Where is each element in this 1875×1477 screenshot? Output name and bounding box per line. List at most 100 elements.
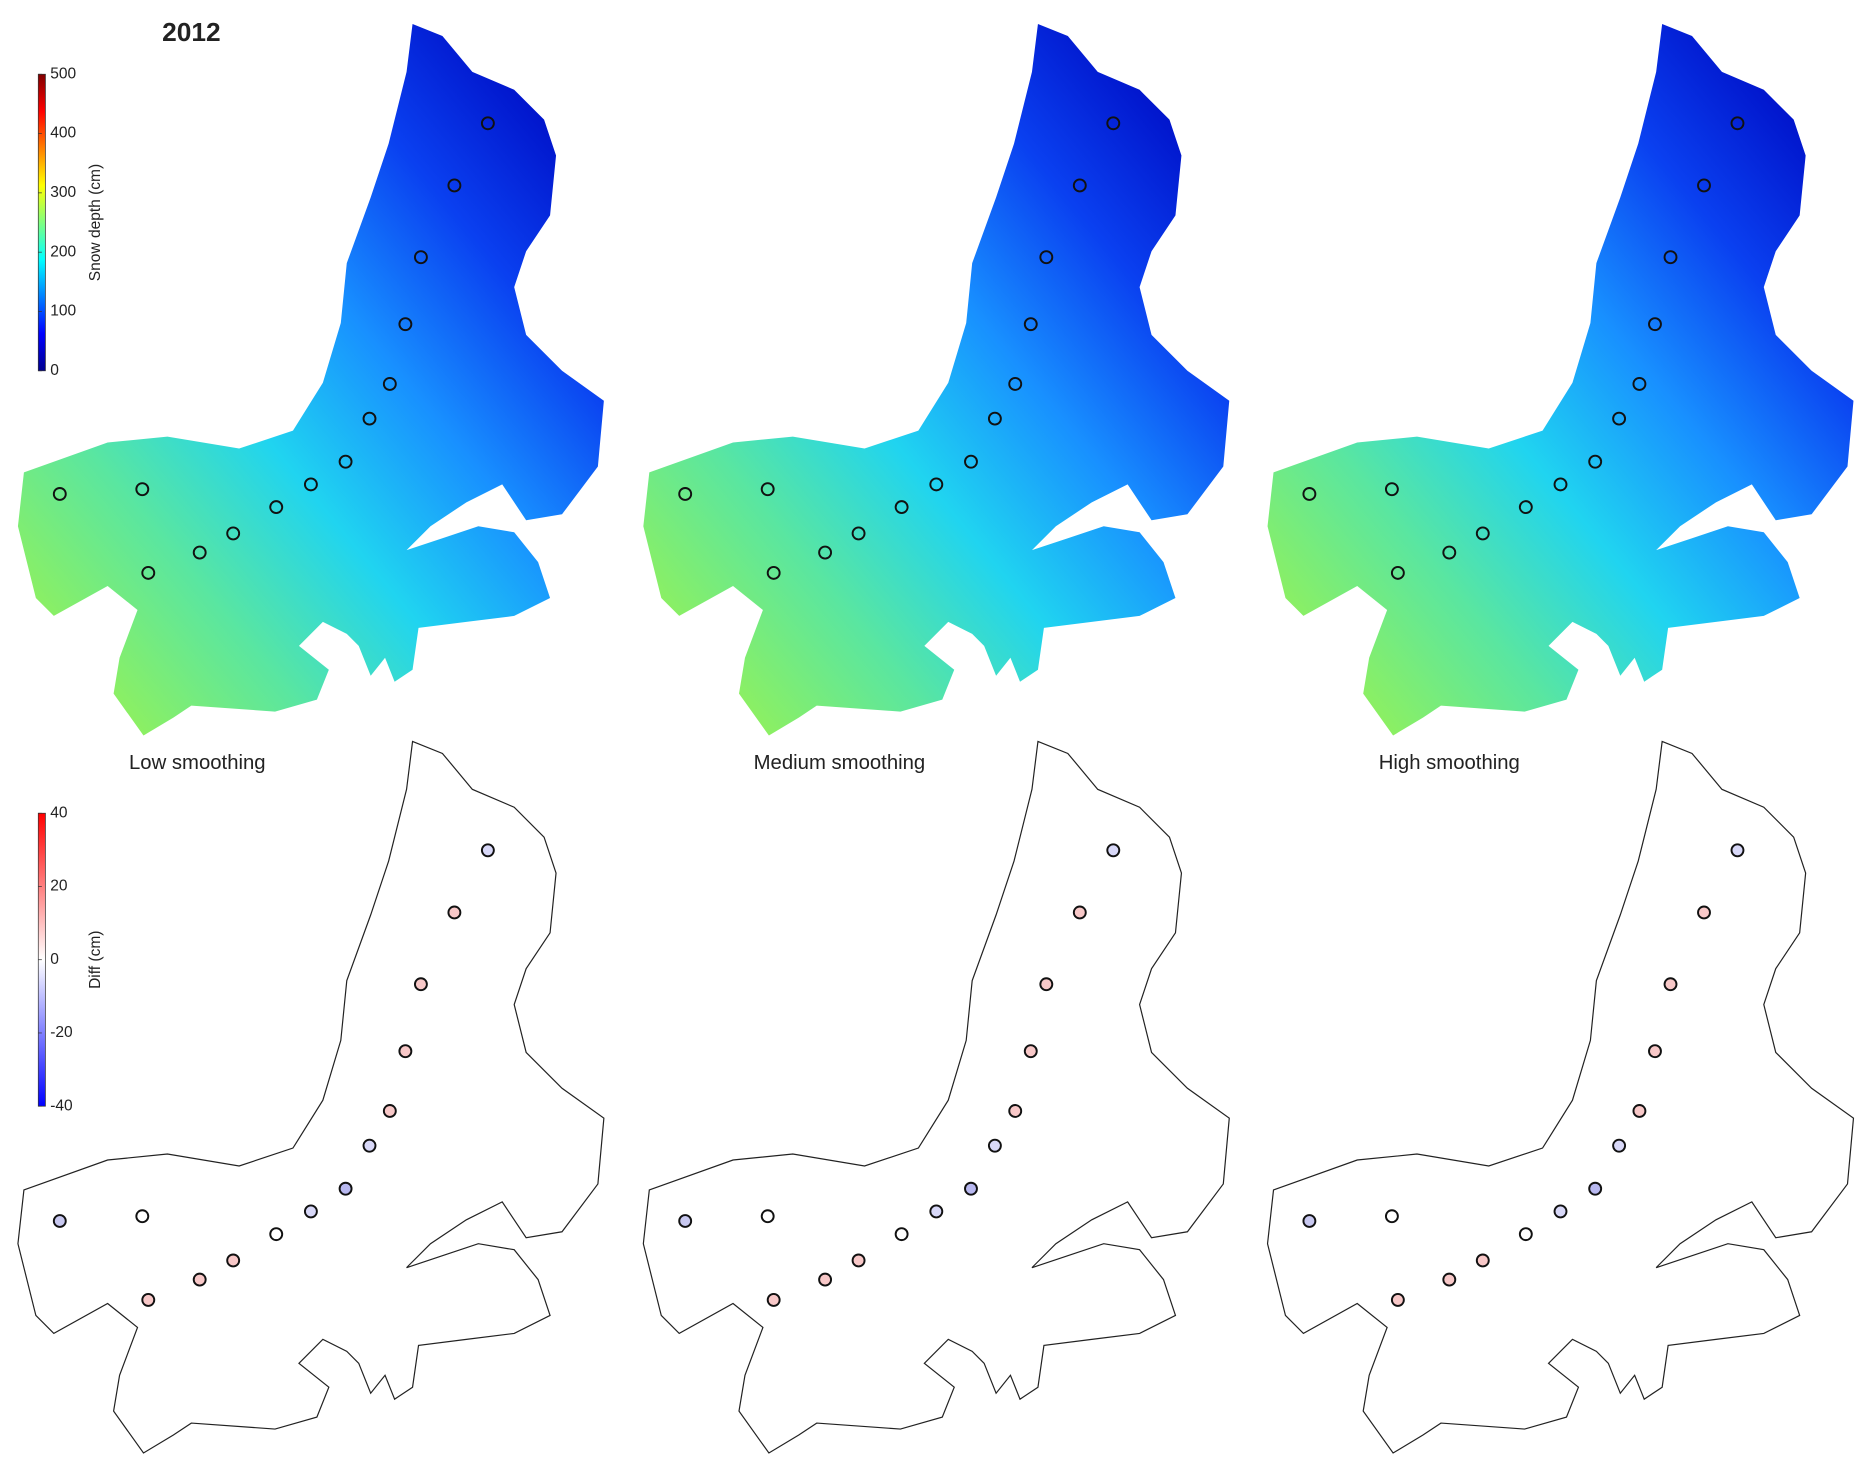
station [413,977,428,992]
station [447,905,462,920]
station [192,545,207,560]
station [678,487,693,501]
station [52,1214,67,1228]
station [766,1292,781,1307]
station [760,482,775,497]
station [929,1204,944,1219]
station [1390,565,1405,580]
station [894,1227,909,1242]
snow-map [643,24,1230,736]
station [269,500,284,515]
station [1475,1253,1490,1268]
station [851,1253,866,1268]
diff-map-outline [1266,740,1855,1454]
station [760,1209,775,1224]
colorbar-tick-label: 20 [50,878,68,895]
station [964,1181,978,1196]
figure-title: 2012 [162,17,221,47]
station [1697,178,1711,193]
station [303,1204,318,1219]
snow-map [1267,24,1854,736]
station [480,843,495,858]
station [1612,411,1627,426]
station [1648,1044,1662,1059]
station [1008,377,1023,391]
colorbar-tick-label: 40 [50,804,68,821]
station [1442,1272,1457,1287]
station [1106,843,1121,858]
diff-map-outline [17,740,605,1454]
station [1632,1104,1647,1118]
colorbar-tick-label: 300 [50,184,76,201]
station [1384,1209,1399,1224]
station [398,317,413,332]
station [766,565,781,580]
colorbar-tick-label: -40 [50,1097,73,1114]
station [818,545,833,560]
station [1008,1104,1023,1118]
station [818,1272,833,1287]
station [1475,526,1490,541]
station [987,411,1002,426]
station [1588,1181,1603,1196]
station [1072,178,1087,193]
station [480,116,495,131]
station [447,178,462,193]
station [52,487,67,501]
station [362,411,377,426]
colorbar-tick-label: 100 [50,303,76,320]
station [1390,1292,1405,1307]
station [382,1104,397,1118]
diff-map-outline [642,740,1230,1454]
colorbar-label: Snow depth (cm) [87,164,104,281]
colorbar-label: Diff (cm) [87,931,104,989]
station [1023,1044,1038,1059]
station [1518,1227,1533,1242]
station [269,1227,284,1242]
station [1663,250,1678,265]
colorbar-tick-label: 0 [50,362,59,379]
station [1730,116,1745,131]
station [226,526,241,541]
station [1384,482,1399,497]
colorbar-tick-label: 400 [50,125,76,142]
station [1039,250,1054,265]
maps [17,24,1855,1454]
snow-map [17,24,604,736]
station [851,526,866,541]
station [1663,977,1678,992]
panel-title: High smoothing [1379,752,1520,774]
station [1518,500,1533,515]
station [1023,317,1038,332]
station [1106,116,1121,131]
station [141,565,156,580]
station [141,1292,156,1307]
station [362,1138,377,1153]
station [135,1209,150,1224]
station [338,1181,353,1196]
station [303,477,318,492]
panel-title: Medium smoothing [754,752,926,774]
station [1553,477,1568,492]
station [1730,843,1745,858]
colorbar-tick-label: 200 [50,243,76,260]
station [987,1138,1002,1153]
station [1302,487,1317,501]
station [894,500,909,515]
panel-title: Low smoothing [129,752,266,774]
station [413,250,428,265]
station [192,1272,207,1287]
station [226,1253,241,1268]
station [678,1214,693,1228]
station [1697,905,1711,920]
colorbar-tick-label: 0 [50,951,59,968]
station [1648,317,1662,332]
station [135,482,150,497]
colorbar-tick-label: -20 [50,1024,73,1041]
station [1072,905,1087,920]
station [929,477,944,492]
station [1442,545,1457,560]
station [964,454,978,469]
station [1612,1138,1627,1153]
